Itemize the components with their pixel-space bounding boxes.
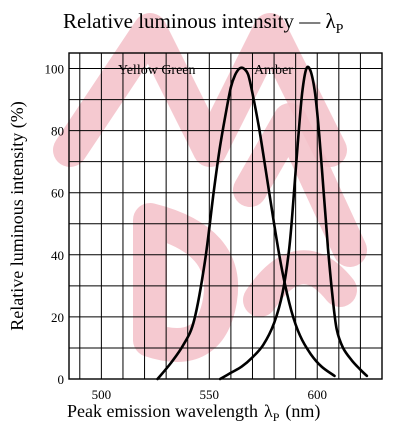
chart-title-subscript: P	[336, 22, 344, 37]
x-axis-unit: (nm)	[285, 401, 320, 422]
series-layer: Yellow Green Amber	[118, 63, 369, 381]
watermark-stroke	[133, 203, 239, 362]
y-tick-label: 0	[58, 372, 65, 387]
x-axis-symbol: λ	[264, 401, 273, 421]
y-tick-labels: 0 20 40 60 80 100	[45, 62, 65, 387]
series-label-amber: Amber	[254, 63, 293, 78]
x-axis-label: Peak emission wavelength λP (nm)	[67, 401, 320, 424]
x-tick-label: 550	[200, 387, 220, 402]
y-tick-label: 20	[51, 310, 64, 325]
watermark-stroke	[233, 103, 367, 267]
watermark-stroke	[243, 250, 357, 317]
x-axis-subscript: P	[273, 410, 280, 424]
watermark	[53, 13, 367, 362]
x-tick-label: 600	[307, 387, 327, 402]
series-label-yellow-green: Yellow Green	[118, 63, 196, 78]
chart-title: Relative luminous intensity — λP	[63, 9, 344, 37]
plot-frame	[68, 52, 383, 380]
y-tick-label: 40	[51, 248, 64, 263]
x-tick-labels: 500550600650	[92, 387, 327, 402]
y-axis-label: Relative luminous intensity (%)	[7, 101, 28, 330]
x-tick-label: 500	[92, 387, 112, 402]
y-tick-label: 60	[51, 186, 64, 201]
y-tick-label: 80	[51, 124, 64, 139]
y-tick-label: 100	[45, 62, 65, 77]
grid	[69, 53, 382, 379]
series-curve-amber	[218, 65, 369, 381]
series-curve-yellow-green	[156, 66, 336, 381]
